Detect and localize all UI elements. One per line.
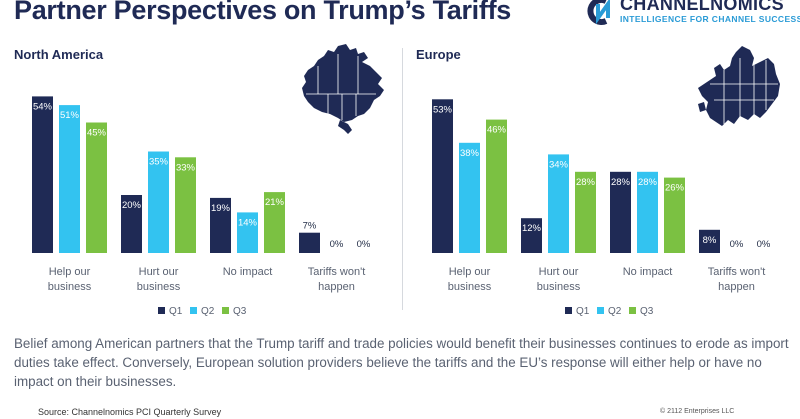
eu-bar-q3-1 xyxy=(575,171,596,253)
na-bar-label-q2-2: 14% xyxy=(238,217,258,228)
na-legend-label-q2: Q2 xyxy=(201,306,215,317)
na-bar-q3-0 xyxy=(86,122,107,253)
source-note: Source: Channelnomics PCI Quarterly Surv… xyxy=(38,407,222,417)
brand-logo: CHANNELNOMICS INTELLIGENCE FOR CHANNEL S… xyxy=(582,0,800,30)
na-bar-q2-0 xyxy=(59,105,80,253)
eu-legend-label-q1: Q1 xyxy=(576,306,590,317)
na-bar-label-q1-0: 54% xyxy=(33,101,53,112)
eu-bar-label-q2-3: 0% xyxy=(730,239,744,250)
na-bar-q1-2 xyxy=(210,197,231,253)
na-category-label-0: business xyxy=(48,281,92,293)
eu-bar-q1-3 xyxy=(699,229,720,253)
eu-bar-q2-2 xyxy=(637,171,658,253)
na-bar-label-q2-1: 35% xyxy=(149,157,169,168)
eu-bar-q1-0 xyxy=(432,99,453,253)
na-category-label-0: Help our xyxy=(49,266,91,278)
eu-bar-label-q2-0: 38% xyxy=(460,148,480,159)
na-bar-label-q3-1: 33% xyxy=(176,162,196,173)
na-bar-q1-1 xyxy=(121,195,142,253)
na-bar-label-q1-1: 20% xyxy=(122,200,142,211)
eu-category-label-3: Tariffs won't xyxy=(708,266,766,278)
eu-category-label-2: No impact xyxy=(623,266,673,278)
eu-bar-label-q3-1: 28% xyxy=(576,177,596,188)
na-category-label-2: No impact xyxy=(223,266,273,278)
na-bar-q3-2 xyxy=(264,192,285,253)
na-bar-q3-1 xyxy=(175,157,196,253)
brand-name: CHANNELNOMICS xyxy=(620,0,784,14)
eu-legend-label-q2: Q2 xyxy=(608,306,622,317)
na-legend-label-q3: Q3 xyxy=(233,306,247,317)
na-category-label-1: Hurt our xyxy=(139,266,179,278)
north-america-map-icon xyxy=(302,44,384,134)
na-bar-label-q2-3: 0% xyxy=(330,239,344,250)
na-bar-label-q3-2: 21% xyxy=(265,197,285,208)
page-title: Partner Perspectives on Trump’s Tariffs xyxy=(14,0,511,25)
na-bar-label-q1-3: 7% xyxy=(303,221,317,232)
eu-legend-swatch-q3 xyxy=(629,307,636,314)
na-category-label-3: happen xyxy=(318,281,355,293)
north-america-bar-chart: 54% 51% 45% Help our business 20% 35% 33% Hurt o… xyxy=(32,96,371,317)
eu-category-label-1: Hurt our xyxy=(539,266,579,278)
eu-category-label-3: happen xyxy=(718,281,755,293)
eu-bar-label-q1-3: 8% xyxy=(703,235,717,246)
na-legend-swatch-q3 xyxy=(222,307,229,314)
europe-bar-chart: 53% 38% 46% Help our business 12% 34% 28% Hurt o… xyxy=(432,99,771,317)
eu-bar-q1-2 xyxy=(610,171,631,253)
na-bar-q2-1 xyxy=(148,151,169,253)
na-legend-swatch-q2 xyxy=(190,307,197,314)
na-legend-label-q1: Q1 xyxy=(169,306,183,317)
chart-divider xyxy=(402,48,403,310)
eu-bar-label-q2-2: 28% xyxy=(638,177,658,188)
eu-category-label-0: business xyxy=(448,281,492,293)
eu-bar-label-q1-1: 12% xyxy=(522,223,542,234)
na-bar-label-q3-3: 0% xyxy=(357,239,371,250)
eu-bar-q1-1 xyxy=(521,218,542,253)
eu-bar-q3-0 xyxy=(486,119,507,253)
na-legend-swatch-q1 xyxy=(158,307,165,314)
eu-bar-label-q1-0: 53% xyxy=(433,104,453,115)
eu-bar-label-q3-2: 26% xyxy=(665,183,685,194)
na-bar-label-q3-0: 45% xyxy=(87,128,107,139)
brand-tagline: INTELLIGENCE FOR CHANNEL SUCCESS xyxy=(620,14,800,24)
eu-bar-label-q3-0: 46% xyxy=(487,125,507,136)
na-bar-label-q2-0: 51% xyxy=(60,110,80,121)
na-bar-q2-2 xyxy=(237,212,258,253)
eu-legend-swatch-q1 xyxy=(565,307,572,314)
na-category-label-1: business xyxy=(137,281,181,293)
eu-bar-q3-2 xyxy=(664,177,685,253)
na-bar-label-q1-2: 19% xyxy=(211,203,231,214)
copyright-note: © 2112 Enterprises LLC xyxy=(660,408,735,415)
eu-bar-q2-1 xyxy=(548,154,569,253)
eu-category-label-0: Help our xyxy=(449,266,491,278)
eu-bar-label-q1-2: 28% xyxy=(611,177,631,188)
eu-bar-label-q2-1: 34% xyxy=(549,159,569,170)
na-bar-q1-0 xyxy=(32,96,53,254)
eu-bar-label-q3-3: 0% xyxy=(757,239,771,250)
channelnomics-logo-icon xyxy=(587,0,610,25)
na-bar-q1-3 xyxy=(299,232,320,253)
europe-map-icon xyxy=(698,46,780,126)
na-category-label-3: Tariffs won't xyxy=(308,266,366,278)
chart-description: Belief among American partners that the … xyxy=(14,336,789,389)
chart-title-europe: Europe xyxy=(416,47,461,62)
chart-title-north-america: North America xyxy=(14,47,104,62)
eu-legend-swatch-q2 xyxy=(597,307,604,314)
eu-category-label-1: business xyxy=(537,281,581,293)
eu-legend-label-q3: Q3 xyxy=(640,306,654,317)
eu-bar-q2-0 xyxy=(459,142,480,253)
